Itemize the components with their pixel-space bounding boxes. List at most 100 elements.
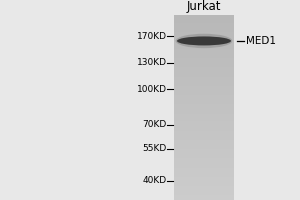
Bar: [174, 61, 234, 63]
Bar: [174, 124, 234, 126]
Text: MED1: MED1: [246, 36, 276, 46]
Bar: [174, 157, 234, 158]
Bar: [174, 121, 234, 123]
Bar: [174, 183, 234, 185]
Bar: [174, 27, 234, 29]
Text: 70KD: 70KD: [142, 120, 166, 129]
Bar: [174, 57, 234, 58]
Bar: [174, 64, 234, 66]
Text: 40KD: 40KD: [142, 176, 167, 185]
Bar: [174, 98, 234, 100]
Bar: [174, 143, 234, 144]
Bar: [174, 188, 234, 189]
Ellipse shape: [177, 36, 231, 45]
Bar: [174, 191, 234, 192]
Bar: [174, 181, 234, 183]
Bar: [174, 50, 234, 52]
Bar: [174, 29, 234, 30]
Bar: [174, 171, 234, 172]
Bar: [174, 43, 234, 44]
Bar: [174, 26, 234, 27]
Bar: [174, 52, 234, 54]
Bar: [174, 41, 234, 43]
Bar: [174, 148, 234, 149]
Bar: [174, 69, 234, 70]
Bar: [174, 128, 234, 129]
Bar: [174, 80, 234, 81]
Bar: [174, 111, 234, 112]
Bar: [174, 109, 234, 111]
Bar: [174, 63, 234, 64]
Bar: [174, 21, 234, 23]
Bar: [174, 189, 234, 191]
Bar: [174, 94, 234, 95]
Text: 170KD: 170KD: [136, 32, 166, 41]
Bar: [174, 123, 234, 124]
Bar: [174, 172, 234, 174]
Bar: [174, 161, 234, 163]
Bar: [174, 70, 234, 72]
Bar: [174, 84, 234, 86]
Bar: [174, 17, 234, 18]
Bar: [174, 97, 234, 98]
Bar: [174, 141, 234, 143]
Bar: [174, 35, 234, 37]
Bar: [174, 86, 234, 87]
Text: Jurkat: Jurkat: [187, 0, 221, 13]
Bar: [174, 126, 234, 128]
Bar: [174, 75, 234, 77]
Bar: [174, 44, 234, 46]
Bar: [174, 146, 234, 148]
Bar: [174, 186, 234, 188]
Bar: [174, 18, 234, 20]
Bar: [174, 77, 234, 78]
Bar: [174, 33, 234, 35]
Bar: [174, 107, 234, 109]
Bar: [174, 118, 234, 120]
Bar: [174, 134, 234, 135]
Bar: [174, 87, 234, 89]
Bar: [174, 67, 234, 69]
Bar: [174, 83, 234, 84]
Bar: [174, 72, 234, 74]
Bar: [174, 114, 234, 115]
Bar: [174, 104, 234, 106]
Bar: [174, 55, 234, 57]
Text: 55KD: 55KD: [142, 144, 166, 153]
Bar: [174, 60, 234, 61]
Bar: [174, 198, 234, 200]
Bar: [174, 46, 234, 47]
Bar: [174, 15, 234, 17]
Bar: [174, 180, 234, 181]
Bar: [174, 95, 234, 97]
Bar: [174, 20, 234, 21]
Bar: [174, 23, 234, 24]
Bar: [174, 192, 234, 194]
Bar: [174, 152, 234, 154]
Bar: [174, 131, 234, 132]
Bar: [174, 58, 234, 60]
Bar: [174, 174, 234, 175]
Bar: [174, 177, 234, 178]
Bar: [174, 78, 234, 80]
Bar: [174, 149, 234, 151]
Bar: [174, 151, 234, 152]
Bar: [174, 175, 234, 177]
Bar: [174, 155, 234, 157]
Bar: [174, 100, 234, 101]
Bar: [174, 158, 234, 160]
Bar: [174, 91, 234, 92]
Bar: [174, 195, 234, 197]
Bar: [174, 24, 234, 26]
Bar: [174, 160, 234, 161]
Bar: [174, 129, 234, 131]
Bar: [174, 140, 234, 141]
Bar: [174, 112, 234, 114]
Bar: [174, 132, 234, 134]
Bar: [174, 154, 234, 155]
Text: 130KD: 130KD: [136, 58, 166, 67]
Bar: [174, 49, 234, 50]
Bar: [174, 166, 234, 168]
Bar: [174, 168, 234, 169]
Bar: [174, 32, 234, 33]
